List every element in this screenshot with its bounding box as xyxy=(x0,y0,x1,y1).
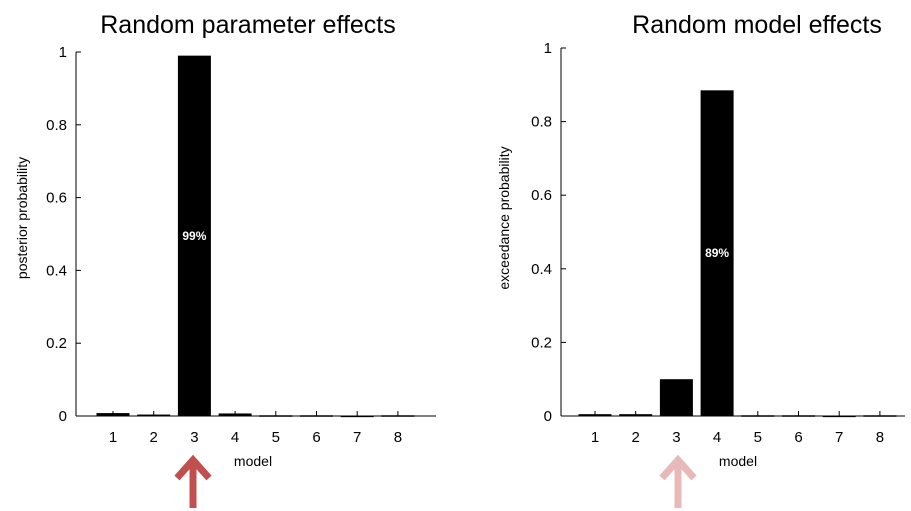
chart-title: Random parameter effects xyxy=(100,11,396,39)
x-tick-label: 8 xyxy=(876,429,884,446)
x-tick-label: 3 xyxy=(190,429,198,446)
y-tick-label: 1 xyxy=(544,40,552,57)
x-tick-label: 5 xyxy=(754,429,762,446)
y-axis-label: exceedance probability xyxy=(496,146,512,289)
y-tick-label: 0 xyxy=(59,408,67,425)
x-tick-label: 7 xyxy=(835,429,843,446)
bar xyxy=(300,415,333,417)
chart-title: Random model effects xyxy=(632,11,882,39)
x-tick-label: 6 xyxy=(312,429,320,446)
bar xyxy=(822,415,856,418)
x-tick-label: 3 xyxy=(672,429,680,446)
x-tick-label: 4 xyxy=(713,429,721,446)
bar xyxy=(259,415,293,417)
bar xyxy=(863,415,897,417)
chart-panel-random-parameter-effects: Random parameter effects posterior proba… xyxy=(14,11,436,508)
arrow-icon xyxy=(174,454,212,508)
y-tick-label: 0.2 xyxy=(531,334,552,351)
y-tick-label: 0.8 xyxy=(531,114,552,131)
x-tick-label: 2 xyxy=(632,429,640,446)
bar xyxy=(741,415,775,417)
x-tick-label: 8 xyxy=(394,429,402,446)
x-tick-label: 7 xyxy=(353,429,361,446)
y-tick-label: 0.4 xyxy=(531,261,552,278)
bar xyxy=(700,90,734,416)
y-tick-label: 1 xyxy=(59,44,67,61)
bar xyxy=(381,415,415,417)
bar xyxy=(659,379,693,416)
x-tick-label: 1 xyxy=(109,429,117,446)
y-tick-label: 0.2 xyxy=(46,335,67,352)
x-axis-label: model xyxy=(234,453,272,469)
bar xyxy=(340,415,374,418)
x-axis-label: model xyxy=(719,453,757,469)
x-tick-label: 4 xyxy=(231,429,239,446)
bar-value-label: 89% xyxy=(705,246,729,260)
y-tick-label: 0.4 xyxy=(46,262,67,279)
chart-panel-random-model-effects: Random model effects exceedance probabil… xyxy=(496,11,905,508)
y-tick-label: 0.8 xyxy=(46,117,67,134)
bar xyxy=(782,415,815,417)
arrow-icon xyxy=(659,454,697,508)
x-tick-label: 2 xyxy=(150,429,158,446)
y-tick-label: 0.6 xyxy=(531,187,552,204)
x-tick-label: 5 xyxy=(272,429,280,446)
bar-value-label: 99% xyxy=(182,229,206,243)
bar xyxy=(177,55,211,416)
x-tick-label: 1 xyxy=(591,429,599,446)
y-tick-label: 0.6 xyxy=(46,190,67,207)
y-tick-label: 0 xyxy=(544,408,552,425)
x-tick-label: 6 xyxy=(794,429,802,446)
y-axis-label: posterior probability xyxy=(14,157,30,279)
